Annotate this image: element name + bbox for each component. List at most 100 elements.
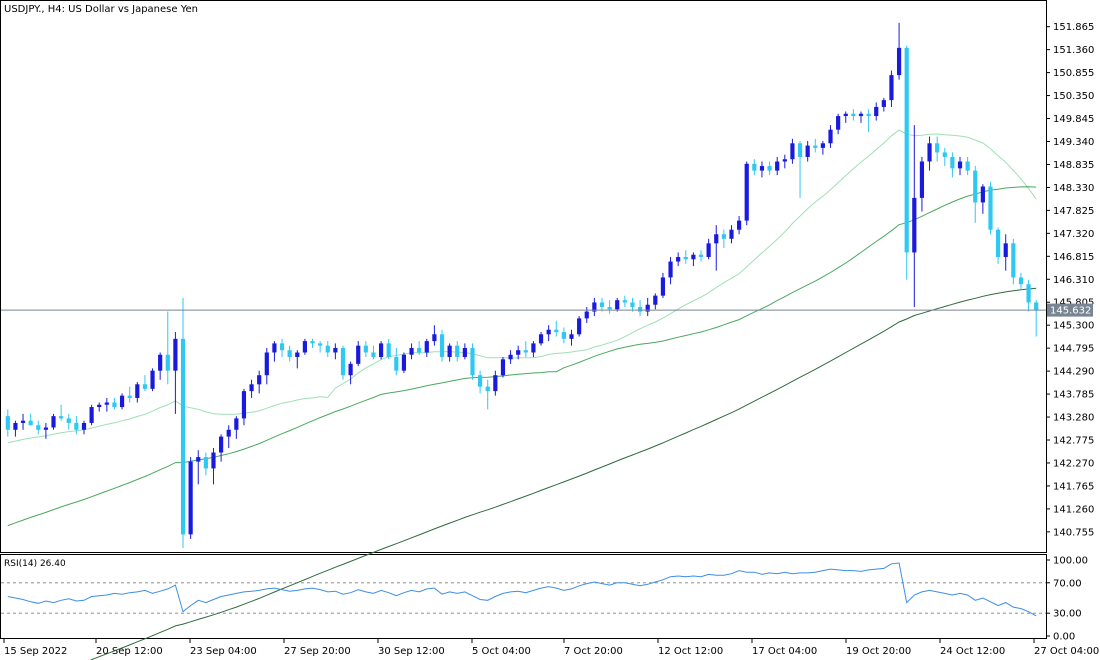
candle-body: [965, 161, 970, 171]
candle-body: [401, 354, 407, 371]
candle: [729, 225, 734, 244]
chart-symbol-title: USDJPY., H4: US Dollar vs Japanese Yen: [4, 4, 198, 15]
candle-body: [927, 143, 932, 162]
candle-body: [531, 343, 536, 353]
candle-body: [607, 307, 612, 310]
candle-body: [234, 418, 239, 430]
candle-body: [409, 347, 414, 355]
rsi-level-lines: [1, 582, 1046, 614]
candle: [470, 343, 475, 380]
candle: [74, 416, 79, 435]
candle: [820, 141, 825, 155]
candle: [59, 404, 64, 421]
ma-fast-line: [7, 129, 1037, 444]
candle-body: [858, 113, 864, 117]
price-axis-label: 146.310: [1053, 275, 1094, 286]
candle: [432, 325, 437, 346]
candle: [813, 138, 818, 153]
candle: [219, 434, 224, 462]
candle-body: [279, 343, 285, 351]
candle: [554, 320, 559, 337]
candle-body: [980, 186, 985, 203]
candle-body: [866, 113, 871, 117]
candle-body: [165, 354, 170, 371]
candle: [683, 250, 688, 264]
price-axis-label: 145.300: [1053, 321, 1094, 332]
candle-body: [272, 343, 277, 353]
candle-body: [241, 391, 247, 419]
price-axis-label: 144.795: [1053, 344, 1094, 355]
price-axis-label: 150.350: [1053, 91, 1094, 102]
candle: [561, 327, 566, 344]
candle: [828, 125, 833, 148]
candle-body: [775, 161, 780, 171]
candle: [20, 413, 26, 430]
candle-body: [569, 334, 574, 339]
price-axis-label: 143.280: [1053, 413, 1094, 424]
candle-body: [561, 332, 566, 339]
price-axis-label: 142.270: [1053, 458, 1094, 469]
price-axis-label: 145.805: [1053, 298, 1094, 309]
candle: [599, 297, 605, 312]
candle: [896, 22, 902, 80]
candle-body: [744, 163, 749, 221]
candle: [980, 184, 985, 214]
candle-body: [432, 334, 437, 342]
rsi-series: [7, 562, 1037, 617]
candle-body: [935, 143, 940, 153]
candle: [325, 341, 330, 358]
time-axis-label: 12 Oct 12:00: [658, 646, 723, 657]
current-price-label: 145.632: [1050, 306, 1091, 317]
candle-body: [851, 113, 856, 117]
ma-slow-line: [89, 287, 1037, 660]
candle: [965, 156, 970, 176]
candle-body: [523, 350, 528, 353]
candle: [112, 397, 117, 410]
candle-body: [81, 422, 87, 430]
candle: [935, 136, 940, 162]
candle-body: [478, 375, 483, 387]
candle: [531, 341, 536, 358]
candle: [622, 295, 627, 308]
candle: [150, 368, 155, 392]
candle-body: [386, 343, 391, 358]
candle: [51, 413, 56, 430]
time-axis-label: 20 Sep 12:00: [96, 646, 163, 657]
time-axis-label: 17 Oct 04:00: [752, 646, 817, 657]
price-axis-label: 144.290: [1053, 367, 1094, 378]
candle: [439, 329, 445, 362]
candle: [942, 147, 947, 167]
candle: [493, 370, 498, 396]
candle-body: [767, 166, 772, 171]
candle-body: [340, 347, 346, 376]
candle: [523, 341, 528, 358]
candle: [645, 297, 650, 317]
candle: [782, 154, 787, 169]
candle-body: [752, 163, 757, 171]
candle-body: [378, 343, 384, 358]
candle-body: [904, 47, 909, 253]
candle: [363, 341, 368, 358]
candle: [348, 361, 353, 385]
rsi-line: [7, 562, 1037, 617]
price-axis-label: 148.835: [1053, 160, 1094, 171]
candle: [698, 250, 704, 262]
candle-body: [653, 295, 658, 305]
rsi-panel-frame: [0, 554, 1047, 639]
candle: [546, 325, 551, 342]
candle-body: [737, 220, 742, 230]
candle-body: [211, 452, 216, 469]
candle: [912, 125, 917, 308]
candle-body: [698, 254, 704, 257]
candle-body: [599, 302, 605, 308]
ma-mid-line: [7, 186, 1037, 527]
candle-body: [691, 254, 696, 260]
candle: [295, 350, 300, 369]
candle-body: [158, 354, 163, 371]
candle-body: [721, 234, 726, 239]
candle: [858, 111, 864, 123]
candle: [767, 161, 772, 176]
candle: [508, 350, 513, 364]
candle-body: [394, 357, 399, 371]
